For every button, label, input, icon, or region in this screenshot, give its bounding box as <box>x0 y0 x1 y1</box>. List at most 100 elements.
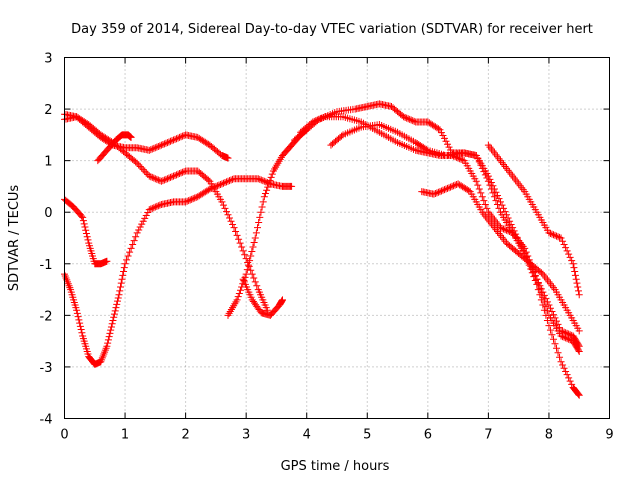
data-point <box>142 169 150 177</box>
data-point <box>222 208 230 216</box>
data-point <box>312 117 320 125</box>
data-point <box>133 159 141 167</box>
data-point <box>259 198 267 206</box>
data-point <box>157 177 165 185</box>
data-point <box>113 297 121 305</box>
data-point <box>185 197 193 205</box>
data-point <box>554 233 562 241</box>
data-point <box>559 361 567 369</box>
data-point <box>484 216 492 224</box>
data-point <box>509 172 517 180</box>
data-point <box>406 115 414 123</box>
data-point <box>568 257 576 265</box>
data-point <box>503 164 511 172</box>
data-point <box>540 272 548 280</box>
data-point <box>151 175 159 183</box>
data-point <box>431 190 439 198</box>
data-point <box>495 195 503 203</box>
data-point <box>154 176 162 184</box>
data-point <box>192 193 200 201</box>
data-point <box>139 217 147 225</box>
data-point <box>110 313 118 321</box>
data-point <box>533 275 541 283</box>
data-point <box>537 289 545 297</box>
data-point <box>531 271 539 279</box>
data-point <box>82 226 90 234</box>
data-point <box>565 335 573 343</box>
data-point <box>484 141 492 149</box>
data-point <box>238 243 246 251</box>
data-point <box>258 203 266 211</box>
data-point <box>159 141 167 149</box>
data-point <box>171 171 179 179</box>
data-point <box>573 279 581 287</box>
data-point <box>487 145 495 153</box>
data-point <box>548 307 556 315</box>
data-point <box>516 239 524 247</box>
data-point <box>243 266 251 274</box>
data-point <box>422 145 430 153</box>
data-point <box>315 115 323 123</box>
data-point <box>153 143 161 151</box>
data-point <box>179 132 187 140</box>
data-point <box>490 149 498 157</box>
data-point <box>233 231 241 239</box>
data-point <box>445 184 453 192</box>
data-point <box>560 333 568 341</box>
data-point <box>82 229 90 237</box>
data-point <box>549 231 557 239</box>
data-point <box>129 240 137 248</box>
data-point <box>135 161 143 169</box>
data-point <box>242 270 250 278</box>
x-tick-label: 9 <box>605 428 613 443</box>
series-track-12 <box>484 141 583 299</box>
data-point <box>103 342 111 350</box>
data-point <box>500 235 508 243</box>
data-point <box>537 269 545 277</box>
data-point <box>540 306 548 314</box>
x-tick-labels: 0 1 2 3 4 5 6 7 8 9 <box>60 428 613 443</box>
data-point <box>448 182 456 190</box>
data-point <box>548 282 556 290</box>
data-point <box>259 177 267 185</box>
data-point <box>153 175 161 183</box>
data-point <box>168 137 176 145</box>
y-tick-label: -2 <box>40 309 53 324</box>
data-point <box>107 323 115 331</box>
data-point <box>142 211 150 219</box>
data-point <box>182 198 190 206</box>
data-point <box>497 157 504 165</box>
data-point <box>78 212 86 220</box>
data-point <box>477 189 485 197</box>
data-point <box>486 181 494 189</box>
data-point <box>566 253 574 261</box>
data-point <box>545 278 553 286</box>
data-point <box>512 176 520 184</box>
data-point <box>74 313 82 321</box>
x-axis-title: GPS time / hours <box>281 459 390 474</box>
data-point <box>575 347 583 355</box>
data-point <box>442 185 450 193</box>
data-point <box>138 164 146 172</box>
data-point <box>539 301 547 309</box>
data-point <box>262 178 270 186</box>
data-point <box>177 133 185 141</box>
data-point <box>316 115 324 123</box>
data-point <box>574 346 582 354</box>
data-point <box>260 193 268 201</box>
data-point <box>145 172 153 180</box>
data-point <box>160 140 168 148</box>
data-point <box>454 154 462 162</box>
data-point <box>215 181 223 189</box>
data-point <box>79 213 87 221</box>
data-point <box>571 271 579 279</box>
data-point <box>148 173 156 181</box>
data-point <box>121 260 129 268</box>
data-point <box>575 391 583 399</box>
data-point <box>174 170 182 178</box>
data-point <box>76 322 84 330</box>
data-point <box>510 174 518 182</box>
data-point <box>489 147 497 155</box>
data-point <box>566 377 574 385</box>
data-point <box>180 168 188 176</box>
